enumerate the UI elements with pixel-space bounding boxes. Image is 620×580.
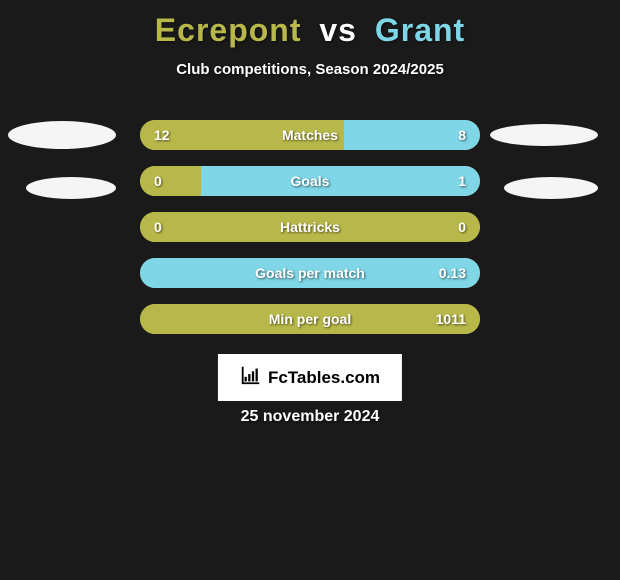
- stat-value-left: 0: [154, 173, 162, 189]
- ellipse-left-bottom: [26, 177, 116, 199]
- branding-badge: FcTables.com: [218, 354, 402, 401]
- branding-text: FcTables.com: [268, 368, 380, 388]
- chart-icon: [240, 364, 262, 391]
- stat-row: 0 0 Hattricks: [140, 212, 480, 242]
- stat-row: 0 1 Goals: [140, 166, 480, 196]
- player2-name: Grant: [375, 12, 465, 48]
- stat-label: Matches: [282, 127, 338, 143]
- ellipse-right-bottom: [504, 177, 598, 199]
- stat-row: 12 8 Matches: [140, 120, 480, 150]
- stat-value-right: 0: [458, 219, 466, 235]
- page-title: Ecrepont vs Grant: [0, 0, 620, 49]
- date-label: 25 november 2024: [0, 408, 620, 426]
- stat-value-right: 8: [458, 127, 466, 143]
- ellipse-right-top: [490, 124, 598, 146]
- stat-value-right: 1: [458, 173, 466, 189]
- vs-label: vs: [319, 12, 357, 48]
- stat-value-right: 0.13: [439, 265, 466, 281]
- subtitle: Club competitions, Season 2024/2025: [0, 61, 620, 78]
- player1-name: Ecrepont: [155, 12, 302, 48]
- stat-label: Min per goal: [269, 311, 351, 327]
- stat-rows: 12 8 Matches 0 1 Goals 0 0 Hattricks 0.13 Goals pe…: [140, 120, 480, 350]
- stat-value-left: 0: [154, 219, 162, 235]
- stat-segment-left: [140, 166, 201, 196]
- stat-label: Hattricks: [280, 219, 340, 235]
- stat-value-left: 12: [154, 127, 170, 143]
- stat-value-right: 1011: [436, 311, 466, 327]
- stat-row: 0.13 Goals per match: [140, 258, 480, 288]
- stat-row: 1011 Min per goal: [140, 304, 480, 334]
- stat-segment-right: [201, 166, 480, 196]
- stat-label: Goals per match: [255, 265, 365, 281]
- ellipse-left-top: [8, 121, 116, 149]
- stat-label: Goals: [291, 173, 330, 189]
